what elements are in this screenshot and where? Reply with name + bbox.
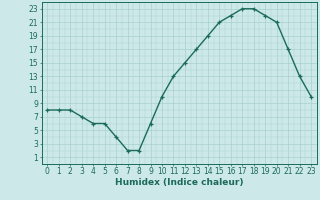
X-axis label: Humidex (Indice chaleur): Humidex (Indice chaleur) <box>115 178 244 187</box>
